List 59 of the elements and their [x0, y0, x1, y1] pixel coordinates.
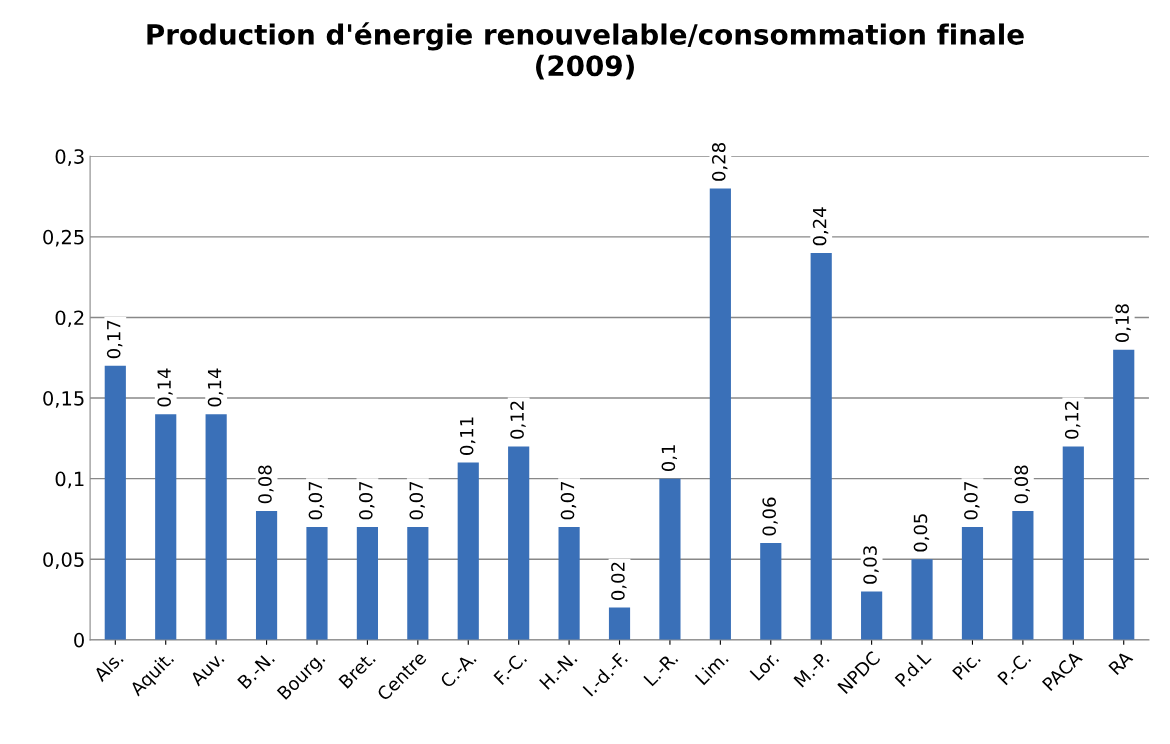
x-tick-label: RA — [1108, 650, 1134, 676]
bar — [608, 607, 631, 640]
bar — [205, 414, 227, 640]
data-label: 0,05 — [913, 514, 930, 552]
bar — [760, 543, 782, 640]
data-label: 0,07 — [358, 481, 375, 520]
x-tick-label: P.-C. — [997, 651, 1032, 686]
bar — [255, 510, 278, 640]
data-label: 0,18 — [1115, 304, 1131, 343]
bar — [558, 527, 580, 640]
bar — [911, 559, 933, 640]
y-tick-label: 0,2 — [55, 310, 84, 328]
y-tick-label: 0,1 — [55, 471, 84, 489]
bar — [1012, 510, 1034, 640]
data-label: 0,07 — [308, 481, 325, 520]
bar — [407, 527, 429, 640]
chart-title: Production d'énergie renouvelable/consommation finale (2009) — [147, 22, 1024, 80]
x-tick-label: Als. — [92, 650, 124, 683]
data-label: 0,06 — [762, 497, 778, 536]
bar — [457, 462, 479, 640]
x-tick-label: Lim. — [694, 650, 729, 686]
x-tick-label: F.-C. — [493, 651, 528, 686]
data-label: 0,12 — [510, 401, 526, 439]
data-label: 0,11 — [459, 417, 476, 455]
bar — [961, 527, 984, 640]
data-label: 0,07 — [409, 481, 425, 520]
data-label: 0,08 — [1014, 465, 1030, 504]
data-label: 0,07 — [964, 481, 980, 520]
x-tick-label: C.-A. — [439, 651, 477, 689]
bar — [1062, 446, 1084, 640]
x-tick-label: Lor. — [749, 651, 780, 682]
y-tick-label: 0,05 — [43, 552, 84, 569]
bar — [659, 478, 681, 640]
data-label: 0,08 — [258, 465, 274, 504]
y-tick-label: 0,3 — [55, 149, 84, 166]
data-label: 0,28 — [711, 143, 728, 181]
data-label: 0,24 — [812, 207, 829, 246]
bar — [1113, 349, 1135, 640]
x-tick-label: L.-R. — [643, 651, 679, 687]
bar — [356, 527, 378, 640]
bar — [104, 365, 126, 640]
data-label: 0,14 — [207, 368, 224, 407]
y-tick-label: 0,15 — [43, 391, 84, 408]
data-label: 0,1 — [661, 445, 678, 471]
x-tick-label: Pic. — [951, 650, 981, 681]
data-label: 0,07 — [560, 481, 577, 520]
y-tick-label: 0,25 — [43, 229, 84, 247]
data-label: 0,17 — [106, 320, 123, 359]
bar — [306, 527, 328, 640]
bar — [508, 446, 530, 640]
bar — [155, 414, 177, 640]
data-label: 0,14 — [157, 368, 173, 407]
data-label: 0,02 — [611, 562, 627, 600]
bar — [861, 591, 883, 640]
data-label: 0,12 — [1064, 401, 1081, 439]
bar — [810, 252, 832, 640]
y-tick-label: 0 — [74, 632, 84, 648]
bar — [709, 188, 731, 640]
data-label: 0,03 — [863, 546, 879, 584]
